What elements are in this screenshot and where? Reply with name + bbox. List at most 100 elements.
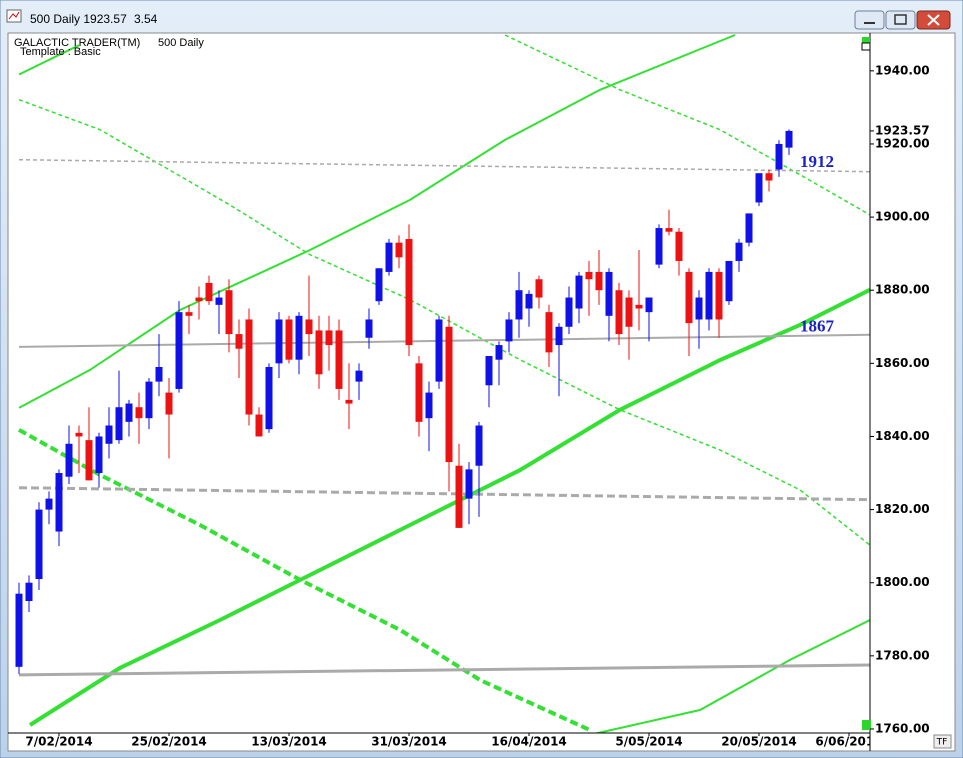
x-tick-label: 7/02/2014	[25, 735, 92, 749]
window-icon	[6, 9, 22, 23]
window-title: 500 Daily 1923.57	[30, 12, 127, 26]
candle-body	[505, 319, 513, 342]
y-tick-label: 1780.00	[875, 648, 930, 662]
candle-body	[445, 326, 453, 463]
y-tick-label: 1940.00	[875, 63, 930, 77]
y-tick-label: 1760.00	[875, 721, 930, 735]
candle-body	[25, 582, 33, 602]
x-tick-label: 31/03/2014	[371, 735, 447, 749]
x-tick-label: 25/02/2014	[131, 735, 207, 749]
candle-body	[285, 319, 293, 360]
candle-body	[525, 293, 533, 309]
candle-body	[265, 366, 273, 430]
indicator-square	[862, 720, 871, 730]
candle-body	[355, 370, 363, 382]
y-tick-label: 1820.00	[875, 502, 930, 516]
candle-body	[765, 173, 773, 181]
overlay-line	[504, 34, 870, 216]
candle-body	[515, 290, 523, 320]
x-tick-label: 13/03/2014	[251, 735, 327, 749]
candle-body	[225, 290, 233, 335]
maximize-button[interactable]	[885, 10, 916, 30]
candle-body	[665, 228, 673, 232]
x-axis: 7/02/2014 25/02/2014 13/03/2014 31/03/2014 1…	[25, 733, 882, 749]
indicator-square	[862, 37, 870, 43]
candle-body	[485, 356, 493, 386]
candle-body	[165, 392, 173, 415]
candle-body	[275, 319, 283, 364]
template-label: Template : Basic	[20, 46, 101, 58]
overlay-line	[28, 288, 870, 727]
candle-body	[465, 469, 473, 499]
candle-body	[575, 275, 583, 309]
window-change: 3.54	[134, 12, 158, 26]
overlay-line	[18, 663, 870, 677]
overlay-line	[18, 333, 870, 348]
candle-body	[125, 403, 133, 422]
overlay-line	[593, 619, 870, 733]
candle-body	[675, 231, 683, 261]
candle-body	[135, 407, 143, 419]
candle-body	[605, 271, 613, 316]
candle-body	[55, 473, 63, 532]
candle-body	[155, 366, 163, 382]
candle-body	[425, 392, 433, 419]
overlay-line	[18, 34, 736, 409]
candle-body	[595, 271, 603, 291]
candle-body	[545, 312, 553, 353]
x-tick-label: 6/06/2014	[815, 735, 882, 749]
candle-body	[145, 381, 153, 419]
close-glyph	[927, 14, 940, 26]
candle-body	[685, 271, 693, 324]
overlay-line	[18, 44, 80, 76]
candle-body	[725, 260, 733, 302]
y-tick-label: 1923.57	[875, 123, 930, 137]
candle-body	[565, 297, 573, 327]
candle-body	[645, 297, 653, 313]
candle-body	[345, 399, 353, 404]
overlay-line	[18, 98, 870, 546]
candle-body	[35, 509, 43, 580]
candle-body	[415, 363, 423, 422]
x-tick-label: 5/05/2014	[615, 735, 682, 749]
candle-body	[495, 345, 503, 360]
tf-button[interactable]	[933, 734, 952, 749]
candle-body	[205, 282, 213, 302]
candle-body	[745, 213, 753, 243]
candle-body	[455, 465, 463, 528]
candle-body	[695, 297, 703, 320]
y-tick-label: 1800.00	[875, 575, 930, 589]
chart-panel	[7, 32, 956, 752]
candle-body	[325, 330, 333, 346]
candle-body	[245, 319, 253, 415]
candle-body	[255, 414, 263, 437]
candle-body	[365, 319, 373, 338]
candle-body	[175, 312, 183, 389]
x-tick-label: 20/05/2014	[721, 735, 797, 749]
indicator-box[interactable]	[861, 42, 871, 51]
candle-body	[305, 319, 313, 335]
candle-body	[335, 330, 343, 389]
candle-body	[735, 242, 743, 261]
candle-body	[95, 436, 103, 474]
y-tick-label: 1880.00	[875, 283, 930, 297]
candle-body	[45, 498, 53, 510]
overlay-line	[18, 428, 591, 732]
chart-title: GALACTIC TRADER(TM)	[14, 37, 140, 49]
candle-body	[755, 173, 763, 203]
plot-area	[15, 34, 870, 733]
overlay-line	[18, 486, 870, 502]
candle-body	[635, 304, 643, 309]
candle-body	[85, 440, 93, 481]
candle-body	[395, 242, 403, 258]
overlay-line	[18, 158, 870, 173]
candle-body	[185, 312, 193, 316]
minimize-button[interactable]	[854, 10, 885, 30]
candle-body	[75, 432, 83, 437]
y-tick-label: 1900.00	[875, 210, 930, 224]
candle-body	[775, 143, 783, 170]
y-tick-label: 1840.00	[875, 429, 930, 443]
chart-subtitle: 500 Daily	[158, 37, 204, 49]
